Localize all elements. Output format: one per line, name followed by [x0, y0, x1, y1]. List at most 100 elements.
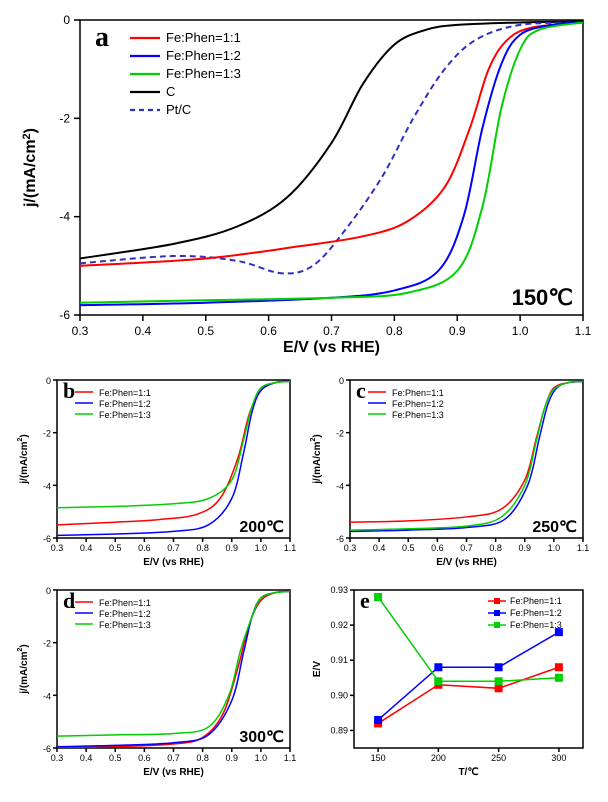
- svg-text:0.92: 0.92: [330, 620, 348, 630]
- xlabel: T/℃: [458, 767, 478, 778]
- legend-label-fe11: Fe:Phen=1:1: [392, 388, 444, 398]
- svg-text:0.4: 0.4: [373, 543, 386, 553]
- svg-text:0.5: 0.5: [197, 324, 214, 338]
- svg-text:1.0: 1.0: [255, 753, 268, 763]
- svg-text:0.9: 0.9: [449, 324, 466, 338]
- legend-label-fe12: Fe:Phen=1:2: [392, 399, 444, 409]
- svg-text:-4: -4: [43, 481, 51, 491]
- curve-fe12: [350, 381, 583, 531]
- svg-text:-6: -6: [59, 308, 70, 322]
- svg-text:-4: -4: [336, 481, 344, 491]
- svg-text:0.90: 0.90: [330, 690, 348, 700]
- svg-text:0.3: 0.3: [72, 324, 89, 338]
- curve-fe12: [57, 381, 290, 535]
- legend-label-fe11: Fe:Phen=1:1: [99, 598, 151, 608]
- curve-fe13: [80, 22, 583, 302]
- xlabel: E/V (vs RHE): [283, 339, 380, 356]
- svg-text:1.1: 1.1: [575, 324, 592, 338]
- curve-fe11: [57, 591, 290, 748]
- legend-label-fe13: Fe:Phen=1:3: [166, 66, 241, 81]
- panel-c: 0.30.40.50.60.70.80.91.01.1-6-4-20E/V (v…: [308, 370, 593, 570]
- svg-text:0.7: 0.7: [460, 543, 473, 553]
- svg-text:1.0: 1.0: [255, 543, 268, 553]
- svg-text:200: 200: [431, 753, 446, 763]
- svg-text:0: 0: [46, 376, 51, 386]
- svg-text:1.1: 1.1: [577, 543, 590, 553]
- svg-text:-2: -2: [43, 639, 51, 649]
- svg-text:0.6: 0.6: [260, 324, 277, 338]
- svg-text:0: 0: [46, 586, 51, 596]
- svg-text:0.6: 0.6: [138, 753, 151, 763]
- legend-label-c: C: [166, 84, 175, 99]
- svg-text:0.8: 0.8: [196, 543, 209, 553]
- svg-text:150: 150: [371, 753, 386, 763]
- legend-label-fe12: Fe:Phen=1:2: [510, 608, 562, 618]
- marker-fe11: [555, 664, 562, 671]
- curve-fe12: [57, 591, 290, 746]
- curve-ptc: [80, 22, 583, 273]
- legend-label-fe13: Fe:Phen=1:3: [99, 620, 151, 630]
- anno-temp: 150℃: [512, 285, 573, 310]
- svg-text:0: 0: [63, 13, 70, 27]
- anno-temp: 300℃: [239, 729, 284, 746]
- svg-text:0.5: 0.5: [402, 543, 415, 553]
- panel-letter: b: [63, 378, 75, 403]
- marker-fe11: [495, 685, 502, 692]
- svg-text:0.9: 0.9: [518, 543, 531, 553]
- svg-text:0.8: 0.8: [386, 324, 403, 338]
- ylabel: j/(mA/cm2): [21, 128, 39, 208]
- legend-label-fe13: Fe:Phen=1:3: [99, 410, 151, 420]
- marker-fe12: [495, 664, 502, 671]
- legend-label-fe11: Fe:Phen=1:1: [99, 388, 151, 398]
- svg-text:1.0: 1.0: [512, 324, 529, 338]
- svg-text:-6: -6: [43, 744, 51, 754]
- marker-fe13: [375, 594, 382, 601]
- legend-label-fe11: Fe:Phen=1:1: [510, 596, 562, 606]
- xlabel: E/V (vs RHE): [436, 557, 497, 568]
- svg-text:1.1: 1.1: [284, 543, 297, 553]
- legend-label-fe12: Fe:Phen=1:2: [99, 609, 151, 619]
- svg-text:0.4: 0.4: [80, 753, 93, 763]
- svg-text:0.3: 0.3: [51, 543, 64, 553]
- svg-text:0.9: 0.9: [225, 543, 238, 553]
- svg-text:0.91: 0.91: [330, 655, 348, 665]
- svg-text:0.5: 0.5: [109, 753, 122, 763]
- svg-text:0.7: 0.7: [167, 543, 180, 553]
- svg-text:1.1: 1.1: [284, 753, 297, 763]
- panel-d: 0.30.40.50.60.70.80.91.01.1-6-4-20E/V (v…: [15, 580, 300, 780]
- svg-text:0.5: 0.5: [109, 543, 122, 553]
- legend-label-fe13: Fe:Phen=1:3: [510, 620, 562, 630]
- svg-text:0.6: 0.6: [431, 543, 444, 553]
- svg-text:0.6: 0.6: [138, 543, 151, 553]
- svg-text:0.4: 0.4: [80, 543, 93, 553]
- svg-text:-2: -2: [43, 429, 51, 439]
- svg-text:-4: -4: [59, 210, 70, 224]
- svg-text:-6: -6: [43, 534, 51, 544]
- xlabel: E/V (vs RHE): [143, 557, 204, 568]
- svg-text:-2: -2: [59, 111, 70, 125]
- marker-fe12: [435, 664, 442, 671]
- svg-text:0.89: 0.89: [330, 725, 348, 735]
- svg-text:0.8: 0.8: [489, 543, 502, 553]
- panel-b: 0.3 0.4 0.5 0.6 0.7 0.8 0.9 1.0 1.1 -6 -4 -2 0 E/V (v…: [15, 370, 300, 570]
- panel-a: 0.3 0.4 0.5 0.6 0.7 0.8 0.9 1.0 1.1 -6 -4 -2 0 E/V (v…: [15, 10, 593, 360]
- xlabel: E/V (vs RHE): [143, 767, 204, 778]
- svg-text:0.7: 0.7: [167, 753, 180, 763]
- anno-temp: 250℃: [532, 519, 577, 536]
- svg-text:1.0: 1.0: [548, 543, 561, 553]
- legend-label-fe11: Fe:Phen=1:1: [166, 30, 241, 45]
- curve-fe13: [57, 381, 290, 507]
- svg-text:0.8: 0.8: [196, 753, 209, 763]
- panel-letter: a: [95, 22, 109, 53]
- svg-text:-4: -4: [43, 691, 51, 701]
- svg-text:-6: -6: [336, 534, 344, 544]
- svg-text:0.9: 0.9: [225, 753, 238, 763]
- legend-label-fe12: Fe:Phen=1:2: [166, 48, 241, 63]
- svg-text:0.7: 0.7: [323, 324, 340, 338]
- panel-letter: d: [63, 588, 75, 613]
- svg-text:250: 250: [491, 753, 506, 763]
- legend-label-fe12: Fe:Phen=1:2: [99, 399, 151, 409]
- marker-fe13: [495, 678, 502, 685]
- svg-text:0.4: 0.4: [135, 324, 152, 338]
- legend-label-ptc: Pt/C: [166, 102, 191, 117]
